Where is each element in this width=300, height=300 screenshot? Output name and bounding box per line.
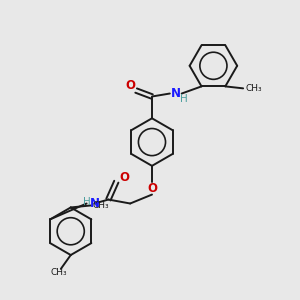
Text: CH₃: CH₃ [92,201,109,210]
Text: H: H [83,196,91,206]
Text: H: H [180,94,188,104]
Text: N: N [171,87,181,100]
Text: O: O [119,171,129,184]
Text: N: N [89,197,100,210]
Text: CH₃: CH₃ [50,268,67,278]
Text: CH₃: CH₃ [245,84,262,93]
Text: O: O [147,182,157,195]
Text: O: O [125,79,135,92]
